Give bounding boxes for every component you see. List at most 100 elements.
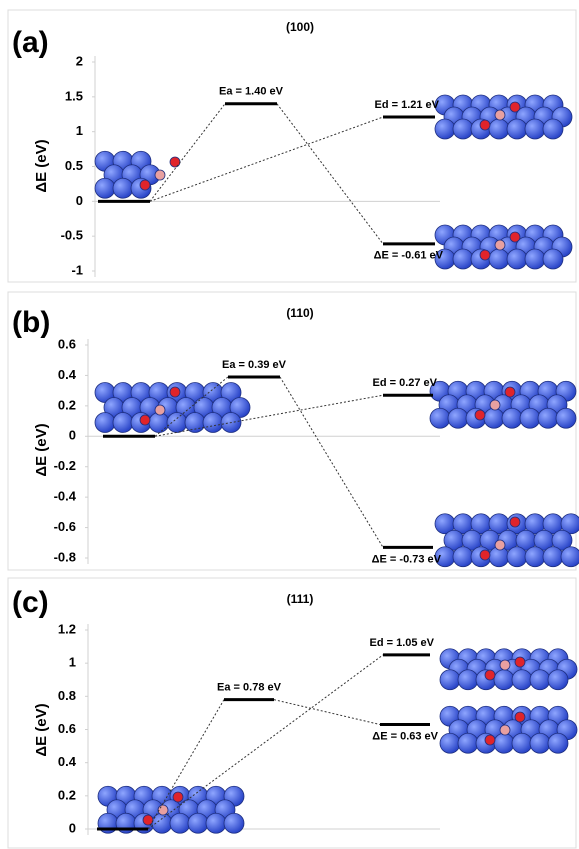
y-tick-label: -0.5 (61, 228, 83, 243)
connector (277, 104, 383, 244)
atom (485, 670, 495, 680)
y-tick-label: -0.6 (54, 519, 76, 534)
atom (480, 250, 490, 260)
atom (453, 547, 473, 567)
connector (274, 700, 380, 725)
y-tick-label: 1 (76, 123, 83, 138)
connector (280, 377, 383, 547)
atom (530, 670, 550, 690)
atom (484, 408, 504, 428)
atom (507, 249, 527, 269)
y-tick-label: 1.5 (65, 88, 83, 103)
atom (495, 110, 505, 120)
y-tick-label: 1.2 (58, 621, 76, 636)
y-tick-label: 0 (76, 193, 83, 208)
y-tick-label: 0 (69, 428, 76, 443)
y-tick-label: 0.6 (58, 336, 76, 351)
panel-label: (b) (12, 306, 50, 339)
atom (440, 670, 460, 690)
chart-title: (111) (287, 592, 314, 606)
atom (458, 670, 478, 690)
atom (480, 120, 490, 130)
y-tick-label: -0.4 (54, 489, 77, 504)
atom (475, 410, 485, 420)
panel: (c)(111)ΔE (eV)00.20.40.60.811.2Ea = 0.7… (8, 578, 577, 848)
atom (490, 400, 500, 410)
y-tick-label: -0.8 (54, 549, 76, 564)
y-tick-label: 0.4 (58, 754, 77, 769)
atom (167, 413, 187, 433)
atom (525, 119, 545, 139)
y-tick-label: -1 (71, 262, 83, 277)
level-label: Ea = 0.78 eV (217, 682, 282, 694)
atom (485, 735, 495, 745)
atom (113, 178, 133, 198)
level-label: Ed = 0.27 eV (372, 377, 437, 389)
connector (150, 104, 225, 202)
atom (170, 157, 180, 167)
y-tick-label: 0.2 (58, 397, 76, 412)
atom (170, 813, 190, 833)
figure: (a)(100)ΔE (eV)-1-0.500.511.52Ea = 1.40 … (0, 0, 579, 849)
atom (489, 249, 509, 269)
atom (440, 733, 460, 753)
y-tick-label: 0.5 (65, 158, 83, 173)
atom (515, 657, 525, 667)
chart-title: (110) (286, 306, 313, 320)
atom (206, 813, 226, 833)
atom (458, 733, 478, 753)
atom (510, 232, 520, 242)
atom (140, 180, 150, 190)
connector (150, 117, 383, 201)
atom (494, 670, 514, 690)
atom (494, 733, 514, 753)
y-tick-label: 2 (76, 53, 83, 68)
atom (538, 408, 558, 428)
atom (173, 792, 183, 802)
atom (188, 813, 208, 833)
atom (430, 408, 450, 428)
atom (495, 240, 505, 250)
atom (155, 405, 165, 415)
atom (512, 733, 532, 753)
atom (495, 540, 505, 550)
atom (561, 547, 579, 567)
atom (435, 119, 455, 139)
atom (155, 170, 165, 180)
atom (525, 249, 545, 269)
atom (520, 408, 540, 428)
atom (203, 413, 223, 433)
atom (543, 249, 563, 269)
atom (480, 550, 490, 560)
atom (143, 815, 153, 825)
atom (530, 733, 550, 753)
y-tick-label: 0.8 (58, 688, 76, 703)
atom (113, 413, 133, 433)
level-label: Ea = 1.40 eV (219, 86, 284, 98)
level-label: ΔE = 0.63 eV (372, 730, 438, 742)
y-axis-label: ΔE (eV) (33, 703, 50, 756)
atom (548, 670, 568, 690)
level-label: ΔE = -0.73 eV (372, 553, 442, 565)
level-label: ΔE = -0.61 eV (374, 250, 444, 262)
atom (95, 178, 115, 198)
y-axis-label: ΔE (eV) (33, 139, 50, 192)
atom (510, 517, 520, 527)
atom (489, 119, 509, 139)
atom (525, 547, 545, 567)
panel-label: (c) (12, 586, 49, 619)
y-tick-label: 0.2 (58, 787, 76, 802)
atom (556, 408, 576, 428)
atom (507, 547, 527, 567)
atom (500, 660, 510, 670)
atom (140, 415, 150, 425)
atom (95, 413, 115, 433)
atom (548, 733, 568, 753)
chart-title: (100) (286, 20, 314, 34)
y-tick-label: 1 (69, 655, 76, 670)
atom (170, 387, 180, 397)
atom (149, 413, 169, 433)
y-tick-label: 0.6 (58, 721, 76, 736)
panel: (b)(110)ΔE (eV)-0.8-0.6-0.4-0.200.20.40.… (8, 292, 579, 570)
